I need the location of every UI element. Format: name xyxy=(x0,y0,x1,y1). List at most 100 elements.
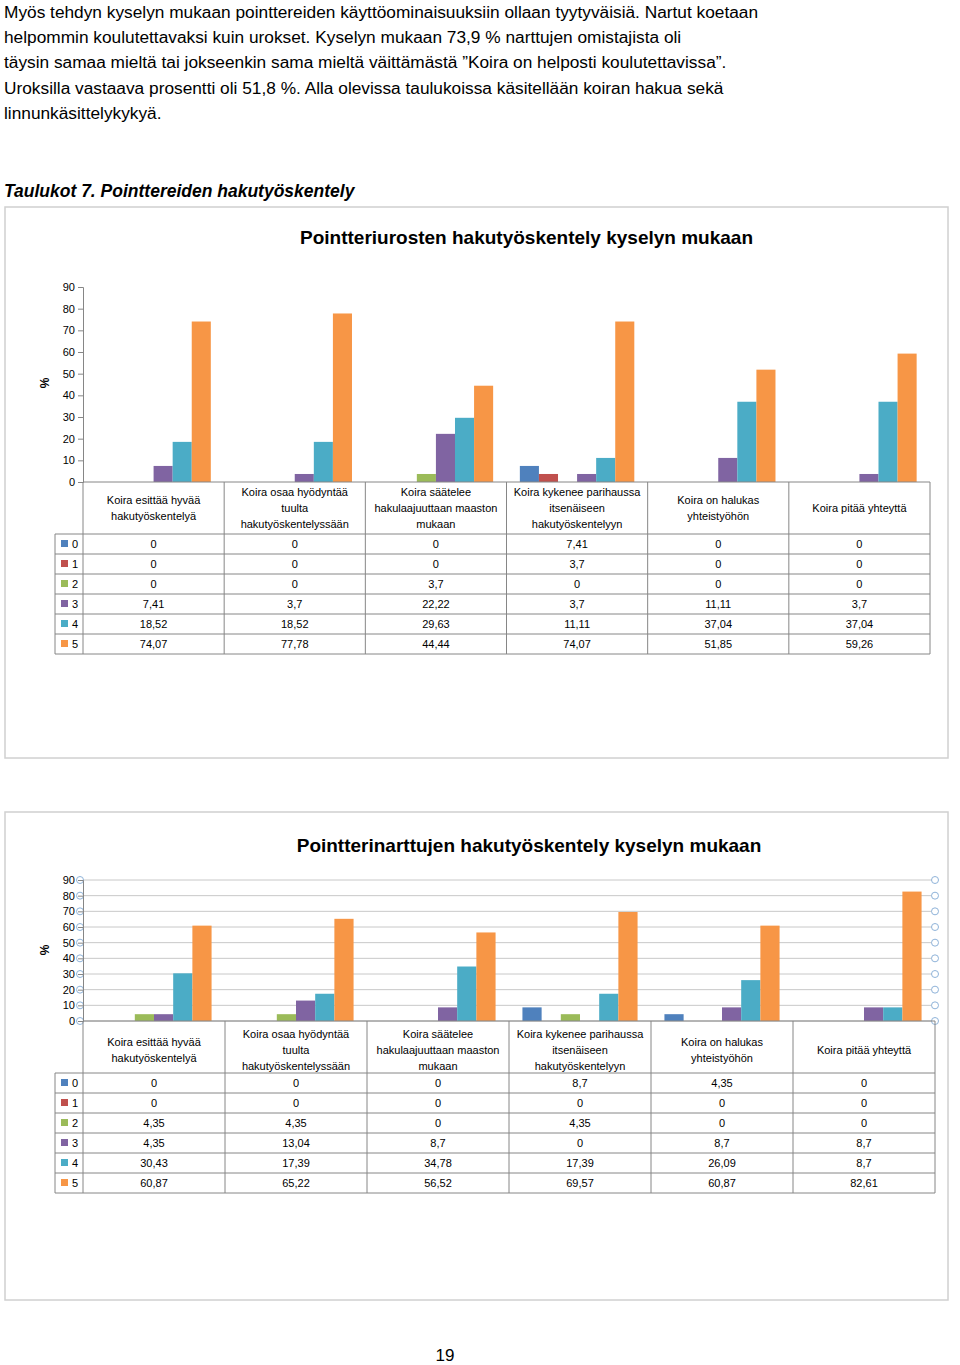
table-value: 0 xyxy=(151,1097,157,1109)
table-rule xyxy=(55,1093,935,1094)
bars xyxy=(154,313,917,482)
category-label: Koira kykenee parihaussaitsenäiseenhakut… xyxy=(517,1028,644,1072)
table-value: 8,7 xyxy=(856,1157,871,1169)
table-rule xyxy=(55,614,930,615)
bar xyxy=(756,370,775,482)
bar xyxy=(333,313,352,482)
table-value: 59,26 xyxy=(846,638,874,650)
table-value: 74,07 xyxy=(140,638,168,650)
data-table: 00008,74,350100000024,354,3504,350034,35… xyxy=(55,1021,935,1193)
table-value: 0 xyxy=(151,538,157,550)
table-rule xyxy=(55,534,56,654)
table-rule xyxy=(365,482,366,654)
table-value: 0 xyxy=(715,578,721,590)
category-label: Koira sääteleehakulaajuuttaan maastonmuk… xyxy=(377,1028,500,1072)
tick-label: 40 xyxy=(63,389,75,401)
table-value: 30,43 xyxy=(140,1157,168,1169)
tick: 90 xyxy=(63,874,83,886)
table-value: 26,09 xyxy=(708,1157,736,1169)
chart: Pointterinarttujen hakutyöskentely kysel… xyxy=(5,812,948,1300)
table-value: 0 xyxy=(292,558,298,570)
chart-title: Pointterinarttujen hakutyöskentely kysel… xyxy=(297,835,762,856)
legend-label: 3 xyxy=(72,1137,78,1149)
bar xyxy=(722,1007,741,1021)
table-value: 8,7 xyxy=(856,1137,871,1149)
grid-marker xyxy=(932,986,939,993)
table-rule xyxy=(651,1021,652,1193)
grid-marker xyxy=(932,939,939,946)
chart-title: Pointteriurosten hakutyöskentely kyselyn… xyxy=(300,227,753,248)
tick-mark xyxy=(78,309,83,310)
legend-label: 2 xyxy=(72,578,78,590)
table-value: 4,35 xyxy=(143,1117,164,1129)
legend-key xyxy=(61,1119,68,1126)
table-value: 0 xyxy=(715,558,721,570)
tick: 60 xyxy=(63,921,83,933)
chart-frame xyxy=(5,207,948,758)
bar xyxy=(417,474,436,482)
table-rule xyxy=(506,482,507,654)
table-value: 82,61 xyxy=(850,1177,878,1189)
tick-mark xyxy=(78,896,83,897)
tick-label: 70 xyxy=(63,324,75,336)
tick: 70 xyxy=(63,905,83,917)
bar xyxy=(596,458,615,482)
bar xyxy=(618,912,637,1021)
bar xyxy=(878,402,897,482)
tick-label: 0 xyxy=(69,1015,75,1027)
bar xyxy=(615,322,634,482)
category-label: Koira on halukasyhteistyöhön xyxy=(681,1036,763,1064)
legend-key xyxy=(61,620,68,627)
grid-marker xyxy=(77,986,84,993)
bar xyxy=(737,402,756,482)
table-value: 17,39 xyxy=(566,1157,594,1169)
grid-marker xyxy=(77,892,84,899)
tick-mark xyxy=(78,460,83,461)
table-value: 3,7 xyxy=(569,598,584,610)
bar xyxy=(173,442,192,482)
legend-key xyxy=(61,640,68,647)
bar xyxy=(438,1007,457,1021)
tick: 0 xyxy=(69,476,83,488)
bar xyxy=(539,474,558,482)
tick: 30 xyxy=(63,968,83,980)
tick: 50 xyxy=(63,368,83,380)
tick-mark xyxy=(78,990,83,991)
tick: 90 xyxy=(63,281,83,293)
table-value: 74,07 xyxy=(563,638,591,650)
table-value: 0 xyxy=(577,1097,583,1109)
bar xyxy=(455,418,474,482)
tick-label: 50 xyxy=(63,937,75,949)
paragraph-line: helpommin koulutettavaksi kuin urokset. … xyxy=(4,27,681,47)
table-value: 18,52 xyxy=(281,618,309,630)
table-value: 0 xyxy=(435,1117,441,1129)
tick-label: 60 xyxy=(63,921,75,933)
axis-title: % xyxy=(38,377,52,388)
table-rule xyxy=(55,594,930,595)
chart-frame xyxy=(5,812,948,1300)
tick: 20 xyxy=(63,433,83,445)
table-value: 0 xyxy=(151,558,157,570)
tick: 20 xyxy=(63,984,83,996)
tick-label: 60 xyxy=(63,346,75,358)
grid-line xyxy=(80,911,935,912)
table-value: 0 xyxy=(574,578,580,590)
y-axis: 0102030405060708090 xyxy=(63,281,84,488)
tick-mark xyxy=(78,482,83,483)
tick-mark xyxy=(78,330,83,331)
grid-marker xyxy=(77,1018,84,1025)
page: Myös tehdyn kyselyn mukaan pointtereiden… xyxy=(0,0,960,1365)
table-rule xyxy=(509,1021,510,1193)
table-value: 0 xyxy=(292,578,298,590)
paragraph-line: täysin samaa mieltä tai jokseenkin sama … xyxy=(4,52,726,72)
tick: 40 xyxy=(63,952,83,964)
legend-label: 0 xyxy=(72,1077,78,1089)
tick: 40 xyxy=(63,389,83,401)
tick: 50 xyxy=(63,937,83,949)
category-label: Koira osaa hyödyntäätuultahakutyöskentel… xyxy=(242,1028,350,1072)
legend-key xyxy=(61,560,68,567)
bar xyxy=(718,458,737,482)
tick-label: 90 xyxy=(63,874,75,886)
bar xyxy=(334,919,353,1021)
table-value: 0 xyxy=(719,1097,725,1109)
